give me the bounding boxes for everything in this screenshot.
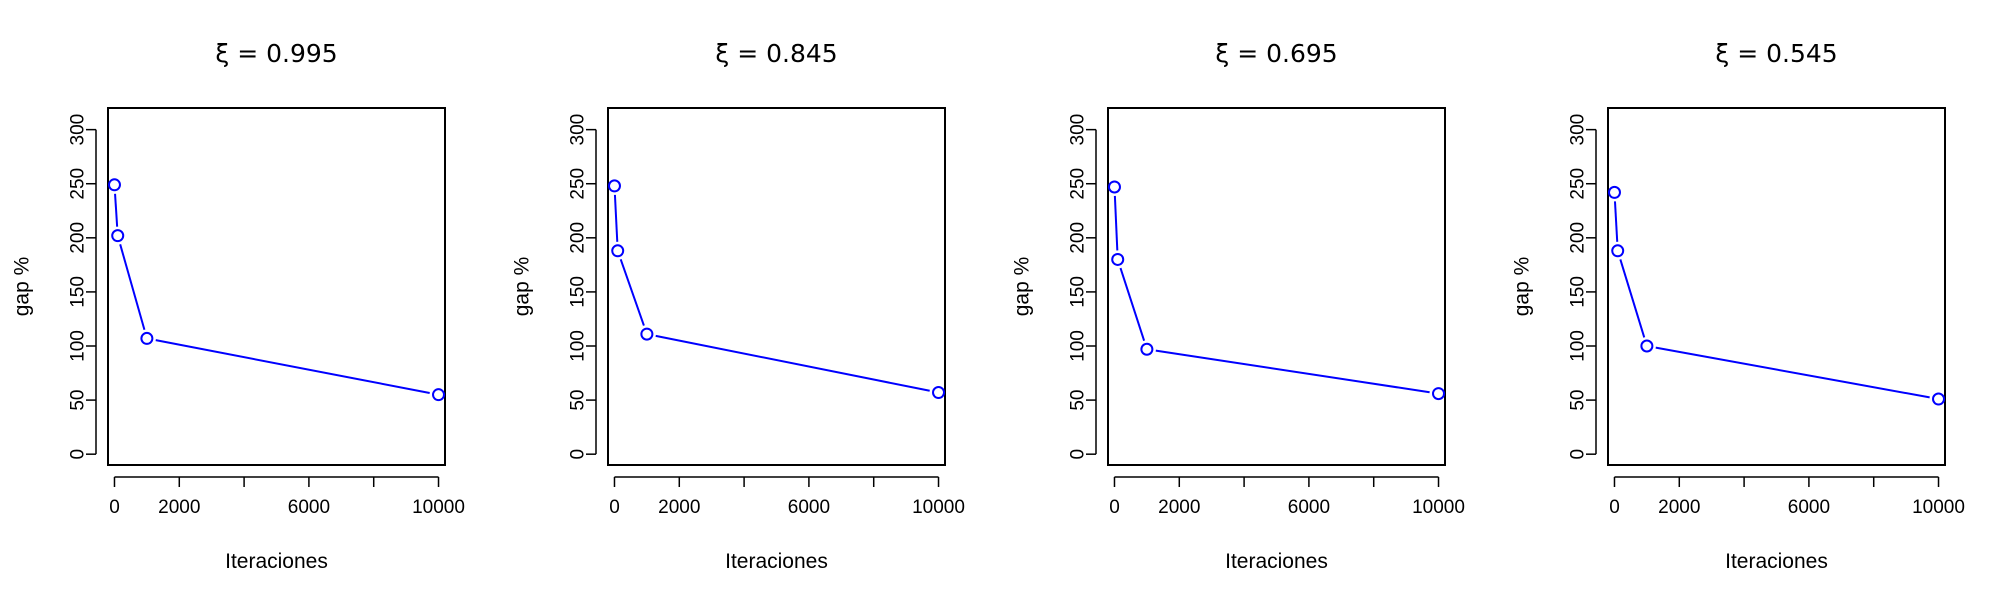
x-tick-label: 0: [109, 497, 120, 518]
data-point: [432, 388, 446, 402]
chart-title: ξ = 0.995: [215, 39, 337, 68]
x-tick-label: 2000: [1158, 497, 1200, 518]
y-axis-label: gap %: [11, 257, 34, 317]
data-point: [1932, 392, 1946, 406]
plot-frame: [607, 107, 946, 466]
x-tick-label: 10000: [912, 497, 965, 518]
x-tick-label: 0: [1609, 497, 1620, 518]
y-tick-label: 150: [1068, 276, 1089, 308]
data-point: [107, 178, 121, 192]
series-line-segment: [1655, 346, 1930, 399]
data-point: [640, 327, 654, 341]
y-tick-label: 250: [68, 168, 89, 200]
y-tick-label: 300: [1068, 114, 1089, 146]
data-point: [1107, 180, 1121, 194]
data-point: [1140, 342, 1154, 356]
data-point: [1607, 185, 1621, 199]
x-tick-label: 6000: [288, 497, 330, 518]
data-point: [1611, 244, 1625, 258]
x-tick-label: 2000: [658, 497, 700, 518]
y-tick-label: 50: [568, 390, 589, 411]
y-tick-label: 100: [1568, 330, 1589, 362]
y-tick-label: 100: [568, 330, 589, 362]
y-tick-label: 0: [568, 449, 589, 460]
y-tick-label: 250: [1568, 168, 1589, 200]
series-line-segment: [1119, 267, 1146, 341]
y-tick-label: 50: [68, 390, 89, 411]
y-axis-label: gap %: [1011, 257, 1034, 317]
y-tick-label: 0: [68, 449, 89, 460]
chart-panel-1: ξ = 0.995 0 2000 6000 10000 0 50 100 150 200 250 30…: [11, 39, 465, 573]
y-tick-label: 200: [568, 222, 589, 254]
y-tick-label: 300: [68, 114, 89, 146]
chart-panel-3: ξ = 0.695 0 2000 6000 10000 0 50 100 150 200 250 30…: [1011, 39, 1465, 573]
y-tick-label: 200: [1568, 222, 1589, 254]
x-axis-label: Iteraciones: [1725, 550, 1828, 573]
series-line-segment: [1619, 259, 1646, 338]
y-tick-label: 250: [568, 168, 589, 200]
series-line-segment: [1113, 195, 1119, 251]
x-tick-label: 6000: [1788, 497, 1830, 518]
series-line-segment: [155, 339, 430, 394]
y-tick-label: 150: [68, 276, 89, 308]
series-line-segment: [114, 193, 119, 227]
data-point: [1432, 387, 1446, 401]
series-line-segment: [655, 334, 930, 392]
y-tick-label: 300: [568, 114, 589, 146]
series-line-segment: [1155, 349, 1430, 394]
data-point: [140, 331, 154, 345]
chart-panel-2: ξ = 0.845 0 2000 6000 10000 0 50 100 150 200 250 30…: [511, 39, 965, 573]
y-tick-label: 300: [1568, 114, 1589, 146]
chart-panel-4: ξ = 0.545 0 2000 6000 10000 0 50 100 150 200 250 30…: [1511, 39, 1965, 573]
plot-frame: [1107, 107, 1446, 466]
x-axis-label: Iteraciones: [225, 550, 328, 573]
series-line-segment: [613, 194, 619, 242]
x-tick-label: 0: [1109, 497, 1120, 518]
chart-title: ξ = 0.845: [715, 39, 837, 68]
data-point: [1111, 252, 1125, 266]
x-tick-label: 0: [609, 497, 620, 518]
x-tick-label: 10000: [1412, 497, 1465, 518]
x-tick-label: 6000: [788, 497, 830, 518]
y-tick-label: 100: [68, 330, 89, 362]
x-tick-label: 10000: [412, 497, 465, 518]
x-tick-label: 6000: [1288, 497, 1330, 518]
y-axis-label: gap %: [511, 257, 534, 317]
x-tick-label: 2000: [1658, 497, 1700, 518]
y-tick-label: 200: [1068, 222, 1089, 254]
y-tick-label: 200: [68, 222, 89, 254]
x-axis-label: Iteraciones: [1225, 550, 1328, 573]
x-tick-label: 2000: [158, 497, 200, 518]
series-line-segment: [619, 258, 645, 326]
chart-title: ξ = 0.545: [1715, 39, 1837, 68]
series-line-segment: [1613, 201, 1619, 242]
data-point: [611, 244, 625, 258]
series-line-segment: [119, 244, 146, 331]
y-tick-label: 150: [1568, 276, 1589, 308]
data-point: [607, 179, 621, 193]
y-tick-label: 50: [1568, 390, 1589, 411]
y-tick-label: 0: [1568, 449, 1589, 460]
y-tick-label: 250: [1068, 168, 1089, 200]
y-tick-label: 50: [1068, 390, 1089, 411]
plot-frame: [107, 107, 446, 466]
y-tick-label: 100: [1068, 330, 1089, 362]
y-tick-label: 150: [568, 276, 589, 308]
data-point: [932, 386, 946, 400]
x-tick-label: 10000: [1912, 497, 1965, 518]
x-axis-label: Iteraciones: [725, 550, 828, 573]
plot-frame: [1607, 107, 1946, 466]
chart-title: ξ = 0.695: [1215, 39, 1337, 68]
y-tick-label: 0: [1068, 449, 1089, 460]
data-point: [111, 229, 125, 243]
data-point: [1640, 339, 1654, 353]
y-axis-label: gap %: [1511, 257, 1534, 317]
